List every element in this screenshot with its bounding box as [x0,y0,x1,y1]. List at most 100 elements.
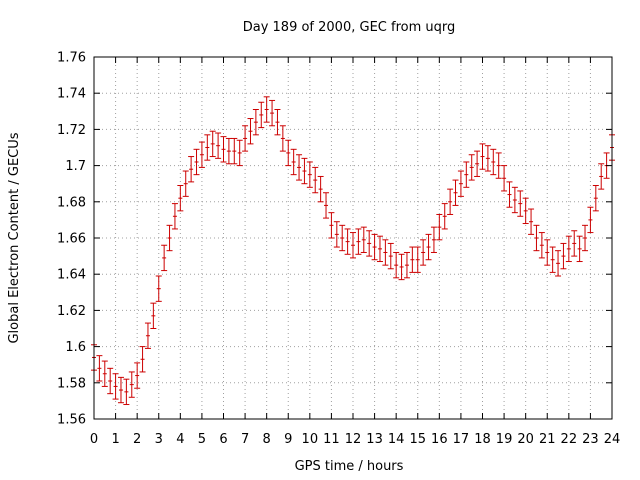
data-point [274,108,281,136]
data-point [333,221,340,248]
x-tick-label: 18 [474,432,491,447]
data-point [290,148,297,176]
data-point [188,156,195,183]
data-point [150,302,157,329]
data-point [312,166,319,194]
data-point [144,322,151,349]
data-point [403,251,410,279]
data-point [161,244,168,272]
data-point [430,226,437,253]
x-tick-label: 7 [241,432,249,447]
y-tick-label: 1.62 [57,304,86,319]
y-tick-label: 1.68 [57,195,86,210]
data-point [339,224,346,252]
data-point [323,192,330,219]
data-point [252,108,259,136]
data-point [522,197,529,225]
data-point [301,157,308,185]
data-point [171,203,178,230]
data-point [350,232,356,259]
data-point [409,246,416,273]
data-point [123,378,130,406]
data-point [269,99,276,127]
x-tick-label: 3 [155,432,163,447]
x-tick-label: 24 [604,432,621,447]
data-point [355,228,362,255]
data-point [107,367,114,395]
x-tick-label: 8 [263,432,271,447]
data-point [479,143,486,170]
data-point [155,275,162,302]
data-point [306,161,313,188]
x-axis-label: GPS time / hours [295,459,404,474]
x-tick-label: 12 [345,432,362,447]
x-tick-label: 5 [198,432,206,447]
data-point [576,235,583,263]
data-point [468,154,475,181]
y-tick-label: 1.58 [57,376,86,391]
data-point [533,224,540,252]
data-point [571,230,578,257]
data-point [328,212,335,239]
x-tick-label: 15 [409,432,426,447]
x-tick-label: 13 [366,432,383,447]
x-tick-label: 21 [539,432,556,447]
x-tick-label: 10 [302,432,319,447]
data-point [490,148,497,176]
data-point [285,139,292,167]
data-point [528,208,535,235]
x-tick-label: 4 [176,432,184,447]
data-point [517,190,524,217]
data-point [495,152,502,179]
x-tick-label: 20 [517,432,534,447]
x-tick-label: 22 [561,432,578,447]
data-point [117,376,124,404]
data-point [258,101,265,129]
data-point [263,96,270,123]
data-point [139,346,146,373]
x-tick-label: 0 [90,432,98,447]
y-tick-label: 1.56 [57,413,86,428]
x-tick-label: 1 [111,432,119,447]
x-tick-label: 17 [453,432,470,447]
data-point [506,181,513,208]
data-point [296,154,303,181]
data-point [598,163,605,190]
data-point [128,371,135,398]
data-point [134,362,141,389]
data-point [360,226,367,253]
data-point [225,137,232,165]
data-point [555,250,562,277]
data-point [242,125,249,152]
data-point [193,148,200,176]
y-tick-label: 1.74 [57,87,86,102]
y-tick-label: 1.64 [57,268,86,283]
data-point [247,118,254,145]
data-point [436,213,443,241]
y-tick-label: 1.66 [57,232,86,247]
data-point [371,233,378,261]
data-point [376,235,383,263]
data-point [549,246,556,273]
data-point [220,136,227,163]
data-point [457,170,464,197]
data-point [501,165,508,192]
data-point [393,251,400,279]
data-point [387,242,394,270]
data-point [198,141,205,168]
x-tick-label: 23 [582,432,599,447]
data-point [231,137,238,165]
data-point [511,186,518,214]
data-point [215,132,222,159]
chart-title: Day 189 of 2000, GEC from uqrg [243,20,456,35]
data-point [463,161,470,188]
data-point [582,224,589,252]
data-point [279,125,286,152]
data-point [344,228,351,255]
data-point [474,150,481,177]
data-point [560,242,567,270]
y-axis-label: Global Electron Content / GECUs [7,132,22,343]
data-point [382,239,389,266]
x-tick-label: 2 [133,432,141,447]
data-point [447,188,454,215]
